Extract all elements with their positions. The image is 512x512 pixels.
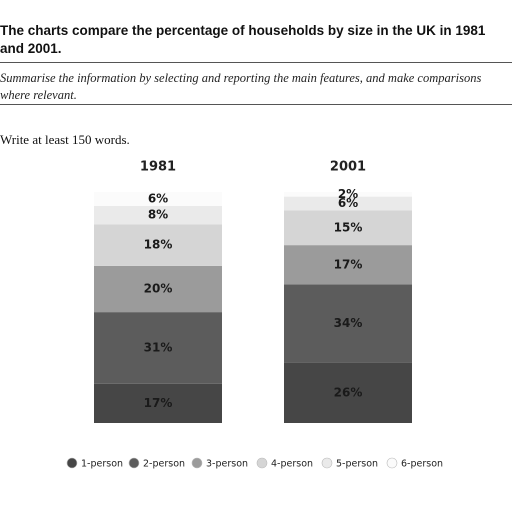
- value-label: 18%: [144, 238, 173, 252]
- legend-swatch: [66, 457, 78, 469]
- task-instruction: Summarise the information by selecting a…: [0, 71, 482, 102]
- legend-label: 5-person: [336, 459, 378, 470]
- value-label: 26%: [334, 385, 363, 399]
- task-note: Write at least 150 words.: [0, 132, 130, 147]
- value-label: 8%: [148, 208, 168, 222]
- legend-swatch: [256, 457, 268, 469]
- value-label: 2%: [338, 187, 358, 201]
- legend-label: 1-person: [81, 459, 123, 470]
- legend-swatch: [386, 457, 398, 469]
- legend-swatch: [128, 457, 140, 469]
- bar-segment: [94, 312, 222, 384]
- value-label: 15%: [334, 220, 363, 234]
- value-label: 31%: [144, 340, 173, 354]
- legend-label: 3-person: [206, 459, 248, 470]
- bar-segment: [94, 265, 222, 313]
- bar-segment: [94, 205, 222, 225]
- bar-segment: [94, 383, 222, 423]
- value-label: 20%: [144, 282, 173, 296]
- bar-segment: [284, 245, 412, 285]
- divider: [0, 62, 512, 63]
- legend-label: 2-person: [143, 459, 185, 470]
- bar-segment: [284, 210, 412, 246]
- bar-segment: [284, 192, 412, 197]
- divider: [0, 104, 512, 105]
- task-title: The charts compare the percentage of hou…: [0, 23, 486, 56]
- value-label: 6%: [338, 196, 358, 210]
- bar-segment: [94, 224, 222, 266]
- bar-segment: [94, 192, 222, 206]
- legend-label: 4-person: [271, 459, 313, 470]
- category-label: 1981: [140, 160, 176, 175]
- legend-label: 6-person: [401, 459, 443, 470]
- value-label: 17%: [144, 396, 173, 410]
- value-label: 17%: [334, 257, 363, 271]
- bar-segment: [284, 196, 412, 211]
- legend-swatch: [191, 457, 203, 469]
- value-label: 34%: [334, 316, 363, 330]
- bar-segment: [284, 284, 412, 363]
- legend-swatch: [321, 457, 333, 469]
- bar-segment: [284, 362, 412, 423]
- category-label: 2001: [330, 160, 366, 175]
- value-label: 6%: [148, 191, 168, 205]
